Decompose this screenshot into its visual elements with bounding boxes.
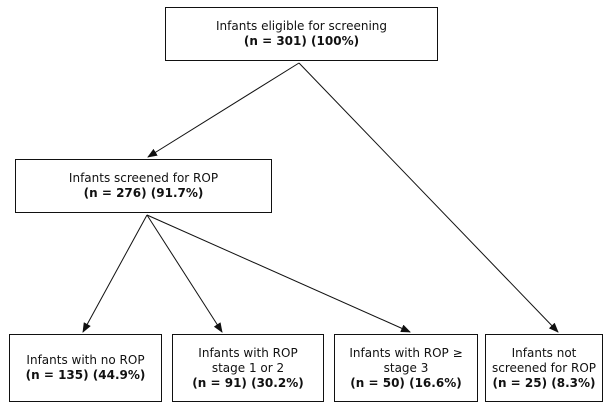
arrow-screened-to-no-rop: [82, 214, 148, 333]
node-infants-no-rop: Infants with no ROP (n = 135) (44.9%): [9, 334, 162, 402]
node-stage-1-2-label-line2: stage 1 or 2: [211, 360, 285, 375]
node-infants-screened: Infants screened for ROP (n = 276) (91.7…: [15, 159, 272, 213]
node-stage-3-label-line2: stage 3: [383, 360, 429, 375]
node-screened-label: Infants screened for ROP: [68, 171, 219, 185]
node-no-rop-label: Infants with no ROP: [26, 353, 145, 367]
node-not-screened-label-line2: screened for ROP: [491, 360, 597, 375]
arrow-eligible-to-screened: [147, 62, 300, 158]
node-eligible-count: (n = 301) (100%): [243, 34, 360, 48]
node-screened-count: (n = 276) (91.7%): [83, 186, 204, 200]
node-stage-3-label-line1: Infants with ROP ≥: [349, 345, 463, 360]
arrow-eligible-to-not-screened: [298, 62, 559, 333]
node-infants-rop-stage-1-2: Infants with ROP stage 1 or 2 (n = 91) (…: [172, 334, 324, 402]
node-eligible-label: Infants eligible for screening: [215, 19, 387, 33]
node-not-screened-count: (n = 25) (8.3%): [492, 375, 596, 390]
node-not-screened-label-line1: Infants not: [511, 345, 577, 360]
arrow-screened-to-stage-1-2: [146, 214, 223, 333]
node-stage-3-count: (n = 50) (16.6%): [350, 375, 462, 390]
node-infants-not-screened: Infants not screened for ROP (n = 25) (8…: [485, 334, 603, 402]
arrow-screened-to-stage-3: [146, 214, 411, 333]
node-infants-rop-stage-3: Infants with ROP ≥ stage 3 (n = 50) (16.…: [334, 334, 478, 402]
node-infants-eligible: Infants eligible for screening (n = 301)…: [165, 7, 438, 61]
node-stage-1-2-count: (n = 91) (30.2%): [192, 375, 304, 390]
node-no-rop-count: (n = 135) (44.9%): [25, 368, 146, 382]
node-stage-1-2-label-line1: Infants with ROP: [198, 345, 298, 360]
